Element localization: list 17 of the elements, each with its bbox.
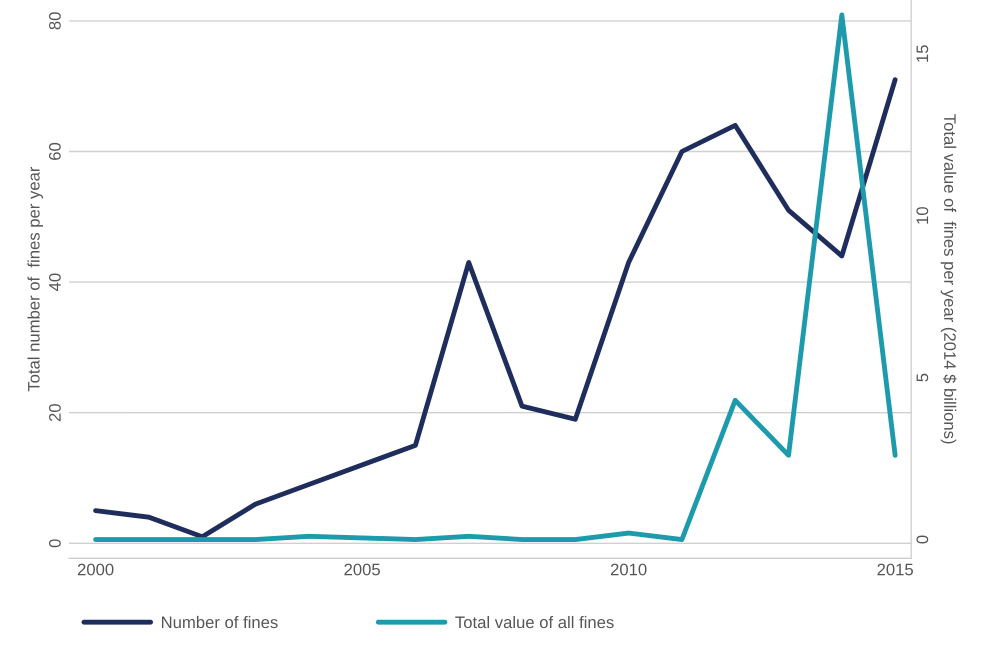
y2-tick-label: 10 <box>916 207 928 224</box>
x-tick-label: 2010 <box>610 564 647 576</box>
y-tick-label: 40 <box>48 273 61 291</box>
y-tick-label: 80 <box>48 12 61 30</box>
x-tick-label: 2015 <box>877 564 913 576</box>
legend-label: Total value of all fines <box>455 616 614 628</box>
y2-tick-label: 0 <box>916 536 928 544</box>
x-tick-label: 2000 <box>78 564 114 576</box>
y2-tick-label: 15 <box>916 45 928 62</box>
y-axis-title: Total number of fines per year <box>27 166 43 392</box>
y2-tick-label: 5 <box>916 374 928 382</box>
y2-axis-title: Total value of fines per year (2014 $ billions) <box>940 114 957 444</box>
y-tick-label: 20 <box>48 404 61 422</box>
legend-label: Number of fines <box>162 616 278 628</box>
y-tick-label: 0 <box>48 539 61 548</box>
y-tick-label: 60 <box>48 142 61 160</box>
x-tick-label: 2005 <box>344 564 380 576</box>
